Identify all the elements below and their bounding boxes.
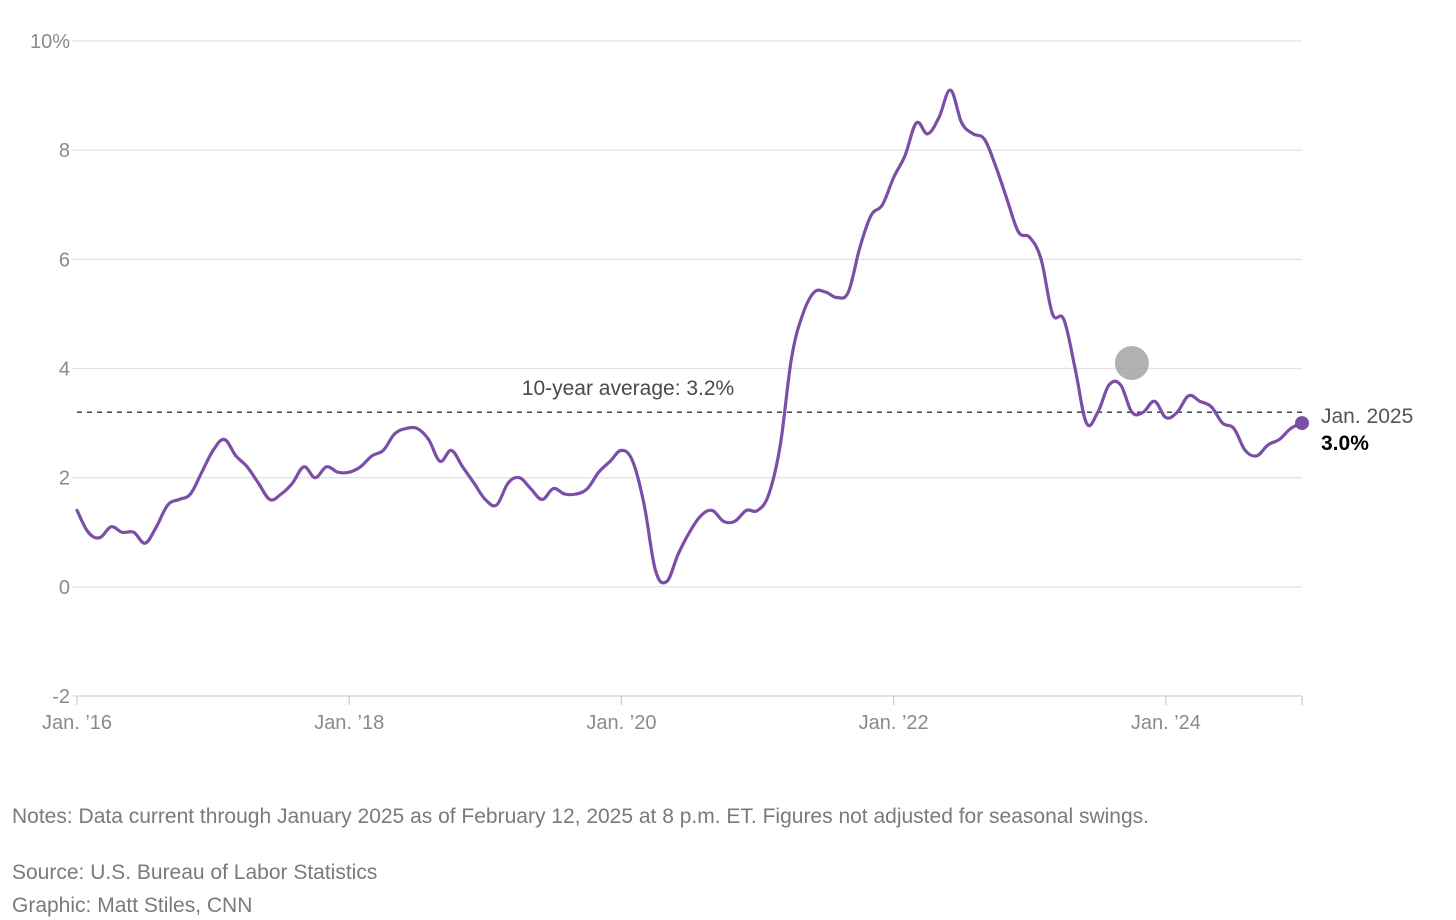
y-tick-label: 10% [30, 31, 70, 53]
chart-source: Source: U.S. Bureau of Labor Statistics [12, 861, 378, 884]
x-tick-label: Jan. ’24 [1131, 712, 1201, 734]
highlight-dot [1114, 346, 1149, 381]
y-tick-label: 4 [59, 359, 70, 381]
x-tick-label: Jan. ’20 [586, 712, 656, 734]
x-axis: Jan. ’16 Jan. ’18 Jan. ’20 Jan. ’22 Jan. ’24 [42, 695, 1303, 734]
y-axis-tick-labels: 10% 8 6 4 2 0 -2 [30, 31, 70, 708]
chart-notes: Notes: Data current through January 2025… [12, 805, 1149, 828]
x-tick-label: Jan. ’22 [859, 712, 929, 734]
y-tick-label: 8 [59, 140, 70, 162]
x-tick-label: Jan. ’18 [314, 712, 384, 734]
average-reference-label: 10-year average: 3.2% [522, 377, 734, 400]
end-point-label: Jan. 2025 [1321, 405, 1413, 428]
y-tick-label: 0 [59, 577, 70, 599]
cpi-series-line [75, 88, 1304, 585]
end-point-value: 3.0% [1321, 432, 1369, 455]
y-tick-label: 6 [59, 249, 70, 271]
x-tick-label: Jan. ’16 [42, 712, 112, 734]
y-tick-label: -2 [52, 686, 70, 708]
y-tick-label: 2 [59, 468, 70, 490]
chart-credit: Graphic: Matt Stiles, CNN [12, 894, 253, 917]
end-point-dot [1295, 416, 1309, 431]
